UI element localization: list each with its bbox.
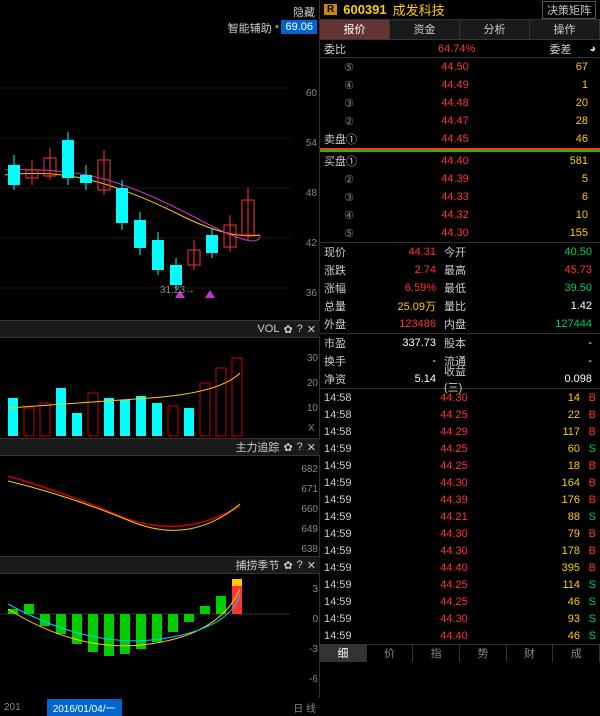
btab-成[interactable]: 成 — [553, 645, 600, 662]
ratio-row: 委比 64.74% 委差 ◕ — [320, 40, 600, 58]
gear-icon[interactable]: ✿ — [283, 559, 292, 572]
date-highlight[interactable]: 2016/01/04/一 — [47, 699, 122, 716]
btab-财[interactable]: 财 — [507, 645, 554, 662]
season-header: 捕捞季节 ✿ ? ✕ — [0, 556, 320, 574]
help-icon[interactable]: ? — [297, 323, 303, 335]
trade-tick: 14:5844.29117B — [320, 423, 600, 440]
tab-分析[interactable]: 分析 — [460, 20, 530, 39]
stock-code[interactable]: 600391 — [343, 2, 386, 17]
refresh-icon[interactable]: ◕ — [589, 43, 596, 55]
stock-name[interactable]: 成发科技 — [393, 0, 445, 19]
quote-info: 现价44.31今开40.50涨跌2.74最高45.73涨幅6.59%最低39.5… — [320, 242, 600, 333]
btab-细[interactable]: 细 — [320, 645, 367, 662]
hide-button[interactable]: 隐藏 — [293, 4, 315, 20]
tab-报价[interactable]: 报价 — [320, 20, 390, 39]
tab-操作[interactable]: 操作 — [530, 20, 600, 39]
date-bar: 201 2016/01/04/一 日 线 — [0, 698, 320, 716]
low-price-label: 31.23→ — [160, 285, 195, 296]
gear-icon[interactable]: ✿ — [283, 441, 292, 454]
close-icon[interactable]: ✕ — [307, 559, 316, 572]
order-row[interactable]: ③44.4820 — [320, 94, 600, 112]
order-row[interactable]: ②44.4728 — [320, 112, 600, 130]
decision-button[interactable]: 决策矩阵 — [542, 1, 596, 19]
trade-tick: 14:5944.2560S — [320, 440, 600, 457]
info-row: 市盈337.73股本- — [320, 334, 600, 352]
chart-yaxis: 6054484236 — [289, 40, 317, 310]
gear-icon[interactable]: ✿ — [283, 323, 292, 336]
bottom-tabs: 细价指势财成 — [320, 644, 600, 662]
trade-ticks: 14:5844.3014B14:5844.2522B14:5844.29117B… — [320, 388, 600, 644]
trade-tick: 14:5844.3014B — [320, 389, 600, 406]
trade-tick: 14:5944.30164B — [320, 474, 600, 491]
candlestick-chart[interactable] — [0, 40, 290, 310]
buy-orders: 买盘①44.40581②44.395③44.336④44.3210⑤44.301… — [320, 152, 600, 242]
info-row: 净资5.14收益(三)0.098 — [320, 370, 600, 388]
btab-势[interactable]: 势 — [460, 645, 507, 662]
trade-tick: 14:5944.2546S — [320, 593, 600, 610]
quote-tabs: 报价资金分析操作 — [320, 20, 600, 40]
quote-info2: 市盈337.73股本-换手-流通-净资5.14收益(三)0.098 — [320, 333, 600, 388]
order-row[interactable]: 买盘①44.40581 — [320, 152, 600, 170]
trade-tick: 14:5944.2518B — [320, 457, 600, 474]
order-row[interactable]: ③44.336 — [320, 188, 600, 206]
order-row[interactable]: ④44.491 — [320, 76, 600, 94]
sell-orders: ⑤44.5067④44.491③44.4820②44.4728卖盘①44.454… — [320, 58, 600, 148]
trade-tick: 14:5944.39176B — [320, 491, 600, 508]
trade-tick: 14:5944.40395B — [320, 559, 600, 576]
info-row: 涨幅6.59%最低39.50 — [320, 279, 600, 297]
close-icon[interactable]: ✕ — [307, 323, 316, 336]
track-header: 主力追踪 ✿ ? ✕ — [0, 438, 320, 456]
quote-panel: R 600391 成发科技 决策矩阵 报价资金分析操作 委比 64.74% 委差… — [320, 0, 600, 716]
order-row[interactable]: ④44.3210 — [320, 206, 600, 224]
volume-chart[interactable]: 302010X万 — [0, 338, 320, 438]
trade-tick: 14:5944.30178B — [320, 542, 600, 559]
help-icon[interactable]: ? — [297, 559, 303, 571]
trade-tick: 14:5944.3079B — [320, 525, 600, 542]
help-icon[interactable]: ? — [297, 441, 303, 453]
season-chart[interactable]: 30-3-6 — [0, 574, 320, 696]
order-row[interactable]: 卖盘①44.4546 — [320, 130, 600, 148]
assist-label: 智能辅助 * — [228, 20, 279, 36]
trade-tick: 14:5944.3093S — [320, 610, 600, 627]
info-row: 总量25.09万量比1.42 — [320, 297, 600, 315]
info-row: 外盘123486内盘127444 — [320, 315, 600, 333]
margin-badge: R — [324, 4, 337, 15]
order-row[interactable]: ⑤44.5067 — [320, 58, 600, 76]
order-row[interactable]: ②44.395 — [320, 170, 600, 188]
trade-tick: 14:5944.4046S — [320, 627, 600, 644]
tab-资金[interactable]: 资金 — [390, 20, 460, 39]
trade-tick: 14:5844.2522B — [320, 406, 600, 423]
close-icon[interactable]: ✕ — [307, 441, 316, 454]
stock-header: R 600391 成发科技 决策矩阵 — [320, 0, 600, 20]
trade-tick: 14:5944.25114S — [320, 576, 600, 593]
price-tag: 69.06 — [281, 20, 317, 34]
order-row[interactable]: ⑤44.30155 — [320, 224, 600, 242]
btab-指[interactable]: 指 — [413, 645, 460, 662]
track-chart[interactable]: 682671660649638 — [0, 456, 320, 556]
trade-tick: 14:5944.2188S — [320, 508, 600, 525]
chart-panel: 隐藏 智能辅助 * 69.06 — [0, 0, 320, 716]
info-row: 现价44.31今开40.50 — [320, 243, 600, 261]
info-row: 涨跌2.74最高45.73 — [320, 261, 600, 279]
vol-header: VOL ✿ ? ✕ — [0, 320, 320, 338]
btab-价[interactable]: 价 — [367, 645, 414, 662]
